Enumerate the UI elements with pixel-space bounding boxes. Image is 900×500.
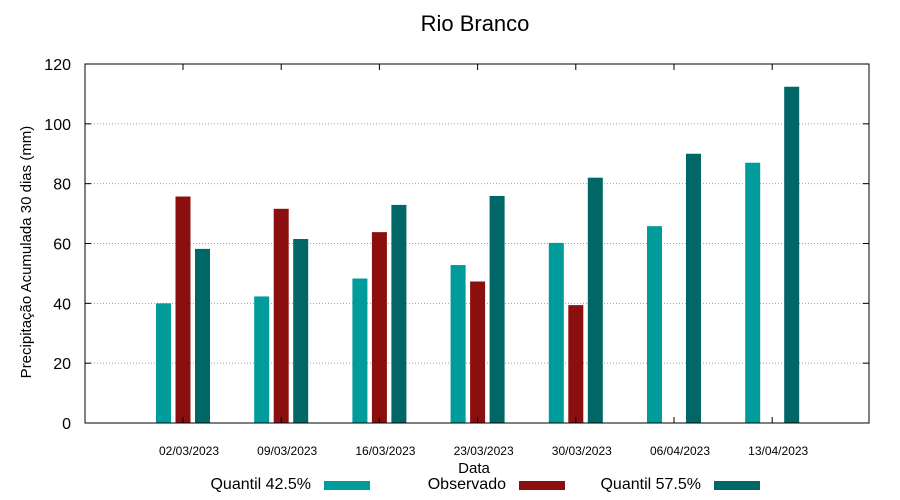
legend-label: Observado xyxy=(428,476,506,493)
x-tick-label: 13/04/2023 xyxy=(748,444,808,458)
x-tick-label: 06/04/2023 xyxy=(650,444,710,458)
y-tick-label: 100 xyxy=(44,117,71,134)
y-axis-label: Precipitação Acumulada 30 dias (mm) xyxy=(18,126,35,379)
bar-quantil-42-5--3 xyxy=(450,265,466,423)
x-axis-label: Data xyxy=(458,460,490,477)
chart-title: Rio Branco xyxy=(421,11,530,36)
x-tick-label: 02/03/2023 xyxy=(159,444,219,458)
bar-quantil-57-5--4 xyxy=(587,177,603,423)
y-tick-label: 40 xyxy=(53,296,71,313)
bar-quantil-57-5--0 xyxy=(195,248,210,423)
bar-observado-2 xyxy=(371,232,387,423)
bar-observado-3 xyxy=(470,281,486,423)
legend: Quantil 42.5% Observado Quantil 57.5% xyxy=(210,476,760,493)
bar-quantil-42-5--2 xyxy=(352,278,368,423)
y-tick-label: 20 xyxy=(53,356,71,373)
bar-quantil-42-5--4 xyxy=(548,242,564,423)
x-tick-label: 30/03/2023 xyxy=(552,444,612,458)
legend-swatch xyxy=(714,481,760,490)
legend-swatch xyxy=(519,481,565,490)
bar-quantil-57-5--1 xyxy=(293,239,309,423)
x-tick-label: 16/03/2023 xyxy=(355,444,415,458)
x-axis-ticks: 02/03/2023 09/03/2023 16/03/2023 23/03/2023… xyxy=(159,64,809,458)
bar-observado-0 xyxy=(175,196,191,423)
bar-quantil-57-5--3 xyxy=(489,195,505,423)
bar-quantil-42-5--5 xyxy=(647,226,662,423)
bar-quantil-57-5--6 xyxy=(784,86,800,423)
y-tick-label: 80 xyxy=(53,177,71,194)
x-tick-label: 09/03/2023 xyxy=(257,444,317,458)
bar-quantil-42-5--6 xyxy=(745,162,761,423)
y-tick-label: 0 xyxy=(62,416,71,433)
legend-label: Quantil 57.5% xyxy=(600,476,701,493)
bar-quantil-57-5--5 xyxy=(686,153,701,423)
legend-swatch xyxy=(324,481,370,490)
bar-observado-4 xyxy=(568,305,584,423)
bars xyxy=(156,86,800,423)
bar-quantil-42-5--1 xyxy=(254,296,270,423)
y-axis-ticks: 0 20 40 60 80 100 120 xyxy=(44,57,869,433)
y-tick-label: 120 xyxy=(44,57,71,74)
bar-quantil-57-5--2 xyxy=(391,204,407,423)
legend-label: Quantil 42.5% xyxy=(210,476,311,493)
x-tick-label: 23/03/2023 xyxy=(454,444,514,458)
bar-quantil-42-5--0 xyxy=(156,303,171,423)
bar-observado-1 xyxy=(273,208,289,423)
y-tick-label: 60 xyxy=(53,237,71,254)
